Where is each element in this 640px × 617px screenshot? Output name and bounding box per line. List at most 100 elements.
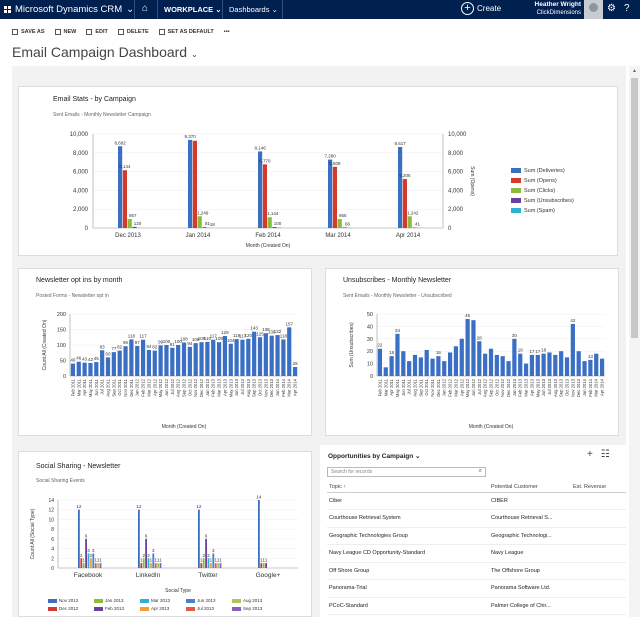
- x-tick-label: May 2012: [158, 378, 163, 397]
- data-label: 6: [145, 533, 148, 538]
- legend-swatch: [511, 198, 521, 203]
- x-tick-label: Mar 2012: [146, 378, 151, 396]
- cell-est-revenue: [571, 562, 626, 580]
- legend-swatch: [48, 598, 57, 603]
- cell-potential-customer[interactable]: CIBER: [489, 492, 571, 510]
- opportunities-title[interactable]: Opportunities by Campaign ⌄: [328, 452, 421, 460]
- scroll-thumb[interactable]: [631, 78, 638, 338]
- search-icon[interactable]: ⌕: [478, 468, 482, 474]
- data-label: 110: [204, 336, 212, 341]
- cell-potential-customer[interactable]: Geographic Technologi...: [489, 527, 571, 545]
- home-icon[interactable]: ⌂: [142, 3, 149, 14]
- bar: [82, 362, 87, 376]
- nav-item-dashboards[interactable]: Dashboards ⌄: [229, 5, 278, 14]
- column-header-est-revenue[interactable]: Est. Revenue: [571, 482, 626, 493]
- new-button[interactable]: NEW: [54, 29, 77, 35]
- cell-topic[interactable]: Ciber: [327, 492, 489, 510]
- data-label: 3: [92, 548, 95, 553]
- column-header-topic[interactable]: Topic ↑: [327, 482, 489, 493]
- bar: [518, 353, 523, 376]
- x-tick-label: Oct 2012: [187, 378, 192, 396]
- legend-label: Jul 2013: [197, 606, 215, 611]
- avatar[interactable]: [584, 0, 603, 19]
- page-title[interactable]: Email Campaign Dashboard ⌄: [12, 44, 198, 60]
- set-as-default-button[interactable]: SET AS DEFAULT: [158, 29, 214, 35]
- bar: [240, 339, 245, 376]
- new-label: NEW: [63, 29, 77, 35]
- edit-button[interactable]: EDIT: [86, 29, 108, 35]
- bar: [523, 363, 529, 376]
- bar: [564, 357, 570, 376]
- legend-swatch: [511, 178, 521, 183]
- x-tick-label: Jan 2014: [275, 378, 280, 396]
- bar: [105, 357, 111, 376]
- cell-potential-customer[interactable]: Navy League: [489, 544, 571, 563]
- x-tick-label: Jul 2011: [100, 378, 105, 394]
- more-commands-button[interactable]: •••: [224, 29, 230, 35]
- data-label: 109: [215, 336, 223, 341]
- column-header-potential-customer[interactable]: Potential Customer: [489, 482, 571, 493]
- y-tick-label: 0: [51, 566, 54, 572]
- table-row[interactable]: Off Shore Group The Offshore Group: [327, 562, 626, 580]
- bar: [424, 349, 429, 376]
- bar: [138, 509, 140, 568]
- table-row[interactable]: Courthouse Retrieval System Courthouse Re…: [327, 509, 626, 528]
- x-tick-label: Dec 2012: [506, 378, 511, 397]
- cell-potential-customer[interactable]: The Offshore Group: [489, 562, 571, 580]
- bar: [442, 361, 447, 376]
- cell-topic[interactable]: Panorama-Trial: [327, 579, 489, 598]
- cell-topic[interactable]: Off Shore Group: [327, 562, 489, 580]
- scroll-up-icon[interactable]: ▲: [632, 68, 637, 74]
- add-record-icon[interactable]: +: [587, 449, 593, 460]
- data-label: 99: [158, 339, 164, 344]
- x-tick-label: Aug 2012: [176, 378, 181, 397]
- vertical-scrollbar[interactable]: ▲: [629, 66, 640, 617]
- nav-area-workplace[interactable]: WORKPLACE ⌄: [164, 5, 222, 14]
- legend-label: Mar 2013: [151, 598, 171, 603]
- x-tick-label: Mar 2012: [453, 378, 458, 396]
- data-label: 40: [70, 358, 76, 363]
- table-row[interactable]: PCoC-Standard Palmer College of Chir...: [327, 597, 626, 615]
- bar: [118, 146, 123, 228]
- bar: [140, 563, 143, 568]
- x-tick-label: Dec 2011: [436, 378, 441, 396]
- table-row[interactable]: Navy League CD Opportunity-Standard Navy …: [327, 544, 626, 563]
- cell-potential-customer[interactable]: Panorama Software Ltd.: [489, 579, 571, 598]
- create-button[interactable]: + Create: [461, 2, 501, 15]
- bar: [337, 219, 342, 228]
- bar: [258, 500, 260, 568]
- search-input[interactable]: Search for records ⌕: [327, 467, 486, 477]
- table-row[interactable]: Ciber CIBER: [327, 492, 626, 510]
- table-row[interactable]: Panorama-Trial Panorama Software Ltd.: [327, 579, 626, 598]
- x-tick-label: Jun 2012: [164, 378, 169, 396]
- cell-potential-customer[interactable]: Courthouse Retrieval S...: [489, 509, 571, 528]
- gear-icon[interactable]: ⚙: [607, 3, 616, 14]
- data-label: 18: [518, 348, 524, 353]
- bar: [332, 166, 337, 228]
- y-tick-label: 10,000: [70, 132, 89, 138]
- delete-button[interactable]: DELETE: [117, 29, 149, 35]
- x-tick-label: Aug 2012: [483, 378, 488, 397]
- legend-swatch: [94, 606, 103, 611]
- cell-topic[interactable]: Navy League CD Opportunity-Standard: [327, 544, 489, 563]
- bar: [262, 563, 265, 568]
- grid-view-icon[interactable]: ☷: [600, 449, 610, 460]
- cell-topic[interactable]: PCoC-Standard: [327, 597, 489, 615]
- legend-swatch: [511, 188, 521, 193]
- save-as-button[interactable]: SAVE AS: [12, 29, 45, 35]
- x-tick-label: Mar 2014: [594, 378, 599, 396]
- cell-topic[interactable]: Geographic Technologies Group: [327, 527, 489, 545]
- app-brand[interactable]: Microsoft Dynamics CRM ⌄: [4, 4, 134, 15]
- data-label: 3: [212, 548, 215, 553]
- cell-est-revenue: [571, 597, 626, 615]
- cell-topic[interactable]: Courthouse Retrieval System: [327, 509, 489, 528]
- user-info[interactable]: Heather Wright ClickDimensions: [521, 1, 581, 17]
- legend-swatch: [186, 606, 195, 611]
- y-tick-label: 50: [367, 312, 373, 318]
- legend-swatch: [140, 598, 149, 603]
- bar: [559, 351, 564, 376]
- table-row[interactable]: Geographic Technologies Group Geographic …: [327, 527, 626, 545]
- help-icon[interactable]: ?: [624, 3, 630, 14]
- bar: [465, 318, 470, 376]
- cell-potential-customer[interactable]: Palmer College of Chir...: [489, 597, 571, 615]
